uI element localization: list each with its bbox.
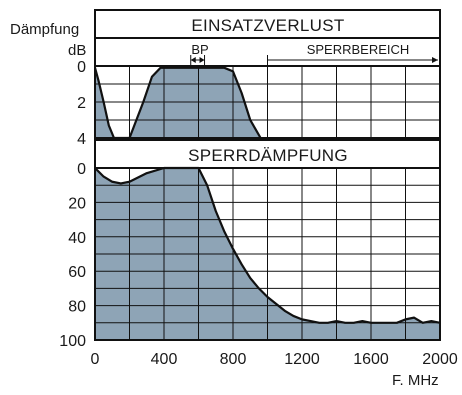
y-axis-unit: dB [68, 42, 86, 59]
il-ytick-label: 0 [77, 59, 86, 76]
title-insertion-loss: EINSATZVERLUST [191, 16, 344, 35]
panel-stopband-attenuation: 0 20 40 60 80 100 0 400 800 1200 1600 2000 [59, 161, 458, 368]
x-axis-label: F. MHz [392, 372, 439, 389]
il-ytick-label: 2 [77, 95, 86, 112]
passband-arrow-head [199, 57, 205, 63]
stopband-label: SPERRBEREICH [307, 42, 410, 57]
sa-ytick-label: 20 [68, 195, 86, 212]
il-series-line [93, 66, 262, 140]
panel-insertion-loss: 0 2 4 [77, 59, 441, 148]
sa-ytick-label: 40 [68, 230, 86, 247]
sa-xtick-label: 1200 [284, 351, 320, 368]
il-ytick-label: 4 [77, 131, 86, 148]
sa-area-fill [95, 168, 440, 340]
sa-ytick-label: 100 [59, 333, 86, 350]
sa-xtick-label: 800 [220, 351, 247, 368]
passband-label: BP [191, 42, 208, 57]
title-band-insertion-loss [94, 9, 441, 39]
sa-xtick-label: 1600 [353, 351, 389, 368]
sa-ytick-label: 80 [68, 299, 86, 316]
title-stopband-attenuation: SPERRDÄMPFUNG [188, 146, 348, 165]
sa-frame [94, 167, 441, 341]
sa-ytick-label: 60 [68, 264, 86, 281]
sa-xtick-label: 0 [91, 351, 100, 368]
sa-xtick-label: 400 [151, 351, 178, 368]
passband-arrow-head [190, 57, 196, 63]
annotation-arrows [190, 55, 438, 65]
sa-ytick-label: 0 [77, 161, 86, 178]
y-axis-label: Dämpfung [10, 21, 79, 38]
il-frame [94, 65, 441, 139]
sa-xtick-label: 2000 [422, 351, 458, 368]
title-band-stopband-attenuation [94, 139, 441, 169]
stopband-arrow-head [432, 57, 438, 63]
